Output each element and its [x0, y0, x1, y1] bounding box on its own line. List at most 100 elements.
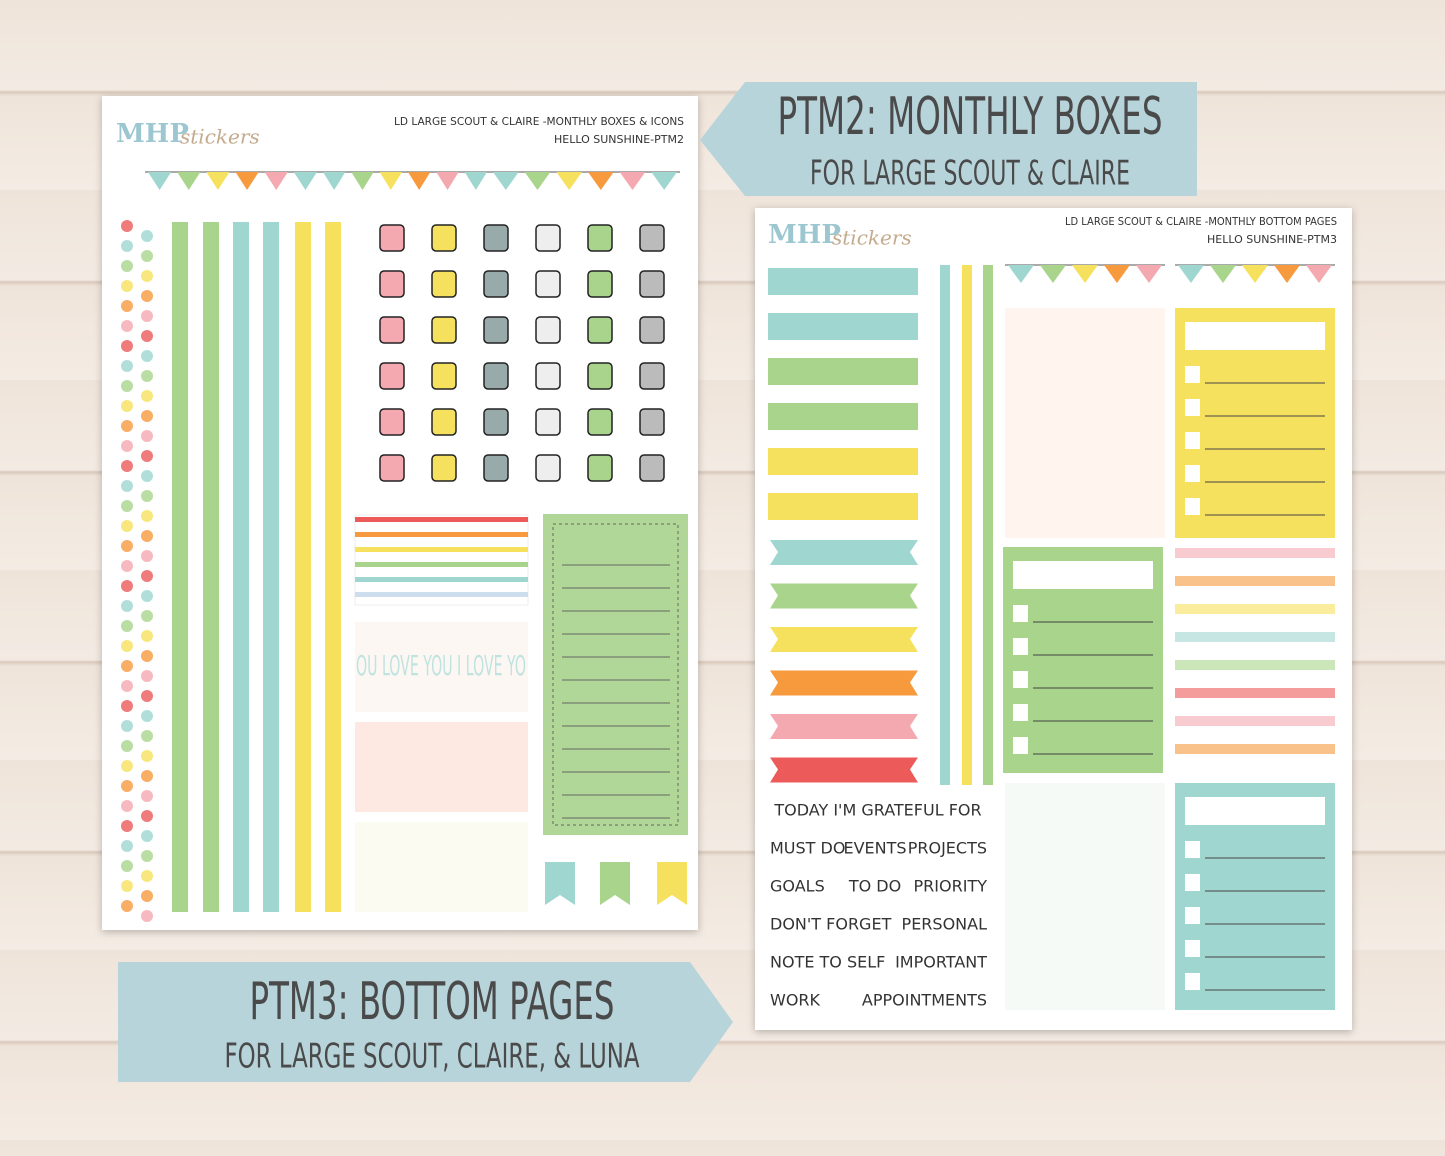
floral-dot — [141, 790, 153, 802]
bunting-flag — [588, 172, 614, 190]
icon-sticker — [379, 454, 405, 482]
bunting-flag — [408, 172, 431, 190]
bunting-flag — [1040, 265, 1066, 283]
bunting-flag — [351, 172, 374, 190]
word-sticker: WORK — [770, 991, 821, 1010]
floral-dot — [121, 500, 133, 512]
word-sticker: MUST DO — [770, 839, 845, 858]
floral-dot — [121, 700, 133, 712]
floral-dot — [121, 360, 133, 372]
icon-sticker — [587, 270, 613, 298]
floral-dot — [141, 850, 153, 862]
header-bar — [768, 403, 918, 430]
rainbow-stripe — [355, 517, 528, 522]
floral-dot — [141, 570, 153, 582]
floral-dot — [141, 390, 153, 402]
icon-sticker — [431, 316, 457, 344]
floral-dot — [141, 230, 153, 242]
floral-dot — [121, 640, 133, 652]
logo-brand: MHP — [768, 220, 841, 250]
word-sticker: APPOINTMENTS — [862, 991, 987, 1010]
floral-dot — [121, 260, 133, 272]
floral-dot — [121, 480, 133, 492]
logo-script: stickers — [832, 226, 912, 250]
stripe-sticker — [940, 265, 950, 785]
floral-dot — [141, 870, 153, 882]
floral-dot — [121, 900, 133, 912]
floral-dot — [121, 520, 133, 532]
floral-dot — [141, 890, 153, 902]
bunting-flag — [323, 172, 346, 190]
floral-dot — [121, 620, 133, 632]
bunting-flag — [206, 172, 230, 190]
stripe-band — [1175, 660, 1335, 670]
word-sticker: PRIORITY — [914, 877, 988, 896]
floral-dot — [121, 880, 133, 892]
word-sticker: TODAY I'M GRATEFUL FOR — [773, 801, 981, 820]
logo-brand: MHP — [116, 119, 189, 149]
icon-sticker — [535, 362, 561, 390]
label-2-title: PTM3: BOTTOM PAGES — [250, 972, 615, 1032]
icon-sticker — [535, 454, 561, 482]
stripe-band — [1175, 548, 1335, 558]
decor-text: OU LOVE YOU I LOVE YO — [356, 649, 526, 682]
floral-dot — [121, 800, 133, 812]
floral-dot — [121, 440, 133, 452]
checkbox — [1185, 432, 1200, 449]
floral-dot — [141, 630, 153, 642]
logo-script: stickers — [180, 125, 260, 149]
flag-sticker — [600, 862, 630, 905]
stripe-sticker — [983, 265, 993, 785]
icon-sticker — [483, 454, 509, 482]
sheet-header: HELLO SUNSHINE-PTM3 — [1207, 233, 1337, 246]
floral-dot — [141, 330, 153, 342]
bunting-flag — [379, 172, 402, 190]
washi-strip — [770, 714, 918, 739]
word-sticker: IMPORTANT — [895, 953, 987, 972]
checkbox — [1013, 671, 1028, 688]
checklist-header — [1185, 322, 1325, 350]
floral-dot — [141, 670, 153, 682]
floral-dot — [121, 680, 133, 692]
floral-dot — [121, 240, 133, 252]
checkbox — [1185, 841, 1200, 858]
bunting-flag — [556, 172, 582, 190]
header-bar — [768, 268, 918, 295]
icon-sticker — [639, 316, 665, 344]
flag-sticker — [657, 862, 687, 905]
washi-strip — [770, 627, 918, 652]
floral-dot — [141, 250, 153, 262]
bunting-flag — [524, 172, 551, 190]
checkbox — [1013, 605, 1028, 622]
bunting-flag — [235, 172, 259, 190]
icon-sticker — [431, 224, 457, 252]
icon-sticker — [483, 362, 509, 390]
icon-sticker — [535, 408, 561, 436]
floral-dot — [141, 450, 153, 462]
bunting-flag — [1072, 265, 1098, 283]
word-sticker: TO DO — [848, 877, 901, 896]
icon-sticker — [379, 224, 405, 252]
floral-dot — [141, 590, 153, 602]
floral-dot — [121, 560, 133, 572]
checklist-header — [1185, 797, 1325, 825]
header-bar — [768, 358, 918, 385]
checkbox — [1185, 907, 1200, 924]
bunting-flag — [1136, 265, 1162, 283]
icon-sticker — [379, 316, 405, 344]
stripe-sticker — [233, 222, 249, 912]
floral-dot — [121, 580, 133, 592]
floral-dot — [141, 350, 153, 362]
header-bar — [768, 493, 918, 520]
label-2-tag — [118, 962, 733, 1082]
floral-dot — [141, 910, 153, 922]
rainbow-stripe — [355, 592, 528, 597]
icon-sticker — [587, 316, 613, 344]
floral-dot — [121, 840, 133, 852]
checkbox — [1013, 737, 1028, 754]
floral-dot — [141, 610, 153, 622]
floral-dot — [121, 720, 133, 732]
floral-dot — [121, 380, 133, 392]
stripe-sticker — [962, 265, 972, 785]
